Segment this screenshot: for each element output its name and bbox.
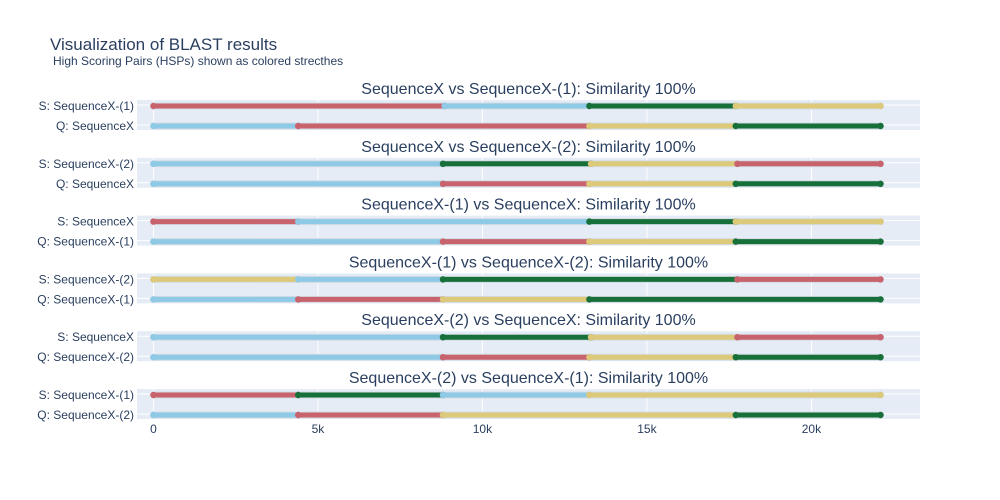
panel-title: SequenceX vs SequenceX-(2): Similarity 1…: [361, 139, 695, 156]
hsp-start-marker: [587, 334, 595, 341]
hsp-start-marker: [150, 102, 157, 110]
hsp-start-marker: [150, 160, 157, 167]
hsp-start-marker: [439, 238, 447, 245]
hsp-end-marker: [877, 180, 884, 187]
panel-title: SequenceX-(1) vs SequenceX-(2): Similari…: [349, 254, 708, 271]
hsp-end-marker: [877, 354, 884, 361]
hsp-start-marker: [150, 354, 157, 361]
panel: SequenceX-(2) vs SequenceX: Similarity 1…: [37, 312, 920, 364]
hsp-start-marker: [732, 180, 739, 187]
hsp-end-marker: [877, 102, 884, 110]
row-label: S: SequenceX-(1): [39, 388, 134, 402]
row-label: Q: SequenceX-(2): [37, 350, 134, 364]
hsp-start-marker: [441, 102, 448, 110]
hsp-start-marker: [295, 411, 302, 419]
hsp-start-marker: [734, 160, 741, 167]
x-tick-label: 5k: [312, 422, 326, 436]
row-label: S: SequenceX-(1): [39, 99, 134, 113]
hsp-start-marker: [732, 411, 739, 419]
panel: SequenceX-(1) vs SequenceX-(2): Similari…: [37, 254, 920, 306]
row-label: S: SequenceX-(2): [39, 157, 134, 171]
hsp-start-marker: [732, 354, 739, 361]
hsp-start-marker: [439, 391, 447, 399]
hsp-start-marker: [439, 334, 447, 341]
hsp-start-marker: [586, 391, 593, 399]
hsp-start-marker: [734, 334, 741, 341]
hsp-start-marker: [150, 391, 157, 399]
hsp-end-marker: [877, 276, 884, 283]
panels-group: SequenceX vs SequenceX-(1): Similarity 1…: [37, 81, 920, 422]
hsp-start-marker: [295, 296, 302, 303]
hsp-start-marker: [295, 122, 302, 130]
panel: SequenceX-(1) vs SequenceX: Similarity 1…: [37, 197, 920, 249]
panel-title: SequenceX vs SequenceX-(1): Similarity 1…: [361, 81, 695, 98]
hsp-start-marker: [295, 218, 302, 225]
hsp-start-marker: [150, 218, 157, 225]
row-label: Q: SequenceX: [56, 177, 134, 191]
hsp-start-marker: [150, 238, 157, 245]
hsp-start-marker: [439, 354, 447, 361]
hsp-end-marker: [877, 334, 884, 341]
panel: SequenceX vs SequenceX-(1): Similarity 1…: [39, 81, 920, 133]
row-label: S: SequenceX: [57, 330, 134, 344]
x-tick-label: 15k: [637, 422, 657, 436]
hsp-end-marker: [877, 391, 884, 399]
row-label: Q: SequenceX-(1): [37, 292, 134, 306]
row-label: S: SequenceX-(2): [39, 272, 134, 286]
hsp-end-marker: [877, 160, 884, 167]
hsp-start-marker: [586, 218, 593, 225]
x-tick-label: 0: [150, 422, 157, 436]
hsp-start-marker: [439, 180, 447, 187]
hsp-start-marker: [734, 276, 741, 283]
hsp-end-marker: [877, 411, 884, 419]
hsp-start-marker: [586, 180, 593, 187]
hsp-start-marker: [732, 122, 739, 130]
hsp-start-marker: [586, 354, 593, 361]
hsp-start-marker: [295, 276, 302, 283]
panel: SequenceX vs SequenceX-(2): Similarity 1…: [39, 139, 920, 191]
hsp-start-marker: [150, 180, 157, 187]
row-label: S: SequenceX: [57, 215, 134, 229]
hsp-start-marker: [150, 334, 157, 341]
hsp-end-marker: [877, 296, 884, 303]
x-tick-label: 20k: [802, 422, 822, 436]
hsp-start-marker: [732, 238, 739, 245]
hsp-start-marker: [150, 276, 157, 283]
hsp-start-marker: [439, 276, 447, 283]
hsp-end-marker: [877, 218, 884, 225]
chart-title: Visualization of BLAST results: [50, 35, 277, 54]
row-label: Q: SequenceX-(1): [37, 235, 134, 249]
hsp-start-marker: [150, 122, 157, 130]
hsp-start-marker: [586, 238, 593, 245]
hsp-start-marker: [586, 296, 593, 303]
panel-title: SequenceX-(1) vs SequenceX: Similarity 1…: [361, 197, 695, 214]
panel: SequenceX-(2) vs SequenceX-(1): Similari…: [37, 370, 920, 422]
x-axis: 0 5k 10k 15k 20k: [150, 422, 822, 436]
hsp-start-marker: [295, 391, 302, 399]
hsp-start-marker: [587, 160, 595, 167]
hsp-start-marker: [439, 160, 447, 167]
row-label: Q: SequenceX-(2): [37, 408, 134, 422]
hsp-start-marker: [732, 102, 739, 110]
hsp-start-marker: [439, 411, 447, 419]
hsp-start-marker: [586, 122, 593, 130]
hsp-start-marker: [439, 296, 447, 303]
hsp-start-marker: [150, 411, 157, 419]
panel-title: SequenceX-(2) vs SequenceX: Similarity 1…: [361, 312, 695, 329]
hsp-end-marker: [877, 238, 884, 245]
hsp-start-marker: [586, 102, 593, 110]
panel-title: SequenceX-(2) vs SequenceX-(1): Similari…: [349, 370, 708, 387]
hsp-end-marker: [877, 122, 884, 130]
hsp-start-marker: [732, 218, 739, 225]
x-tick-label: 10k: [473, 422, 493, 436]
chart-subtitle: High Scoring Pairs (HSPs) shown as color…: [53, 54, 343, 68]
hsp-start-marker: [150, 296, 157, 303]
row-label: Q: SequenceX: [56, 119, 134, 133]
